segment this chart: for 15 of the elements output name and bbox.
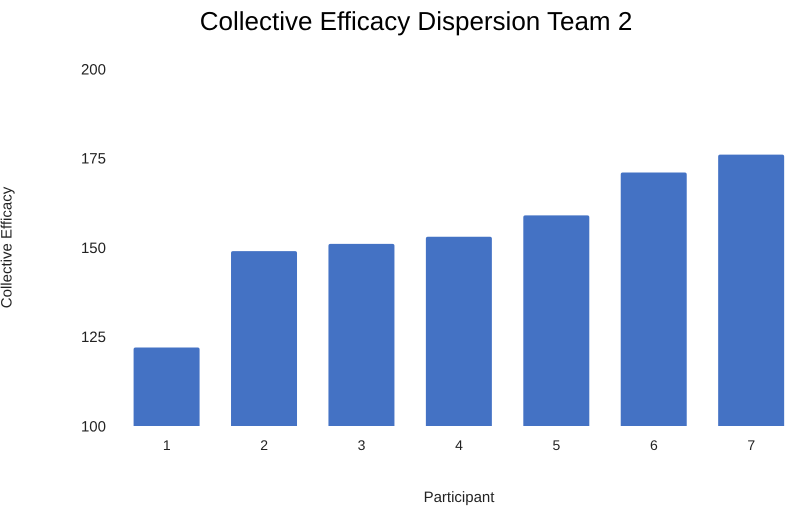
y-tick-label: 100 bbox=[80, 418, 106, 436]
x-tick-label: 4 bbox=[455, 436, 464, 453]
x-axis-title: Participant bbox=[424, 489, 496, 506]
y-axis-title: Collective Efficacy bbox=[0, 186, 16, 308]
chart-title: Collective Efficacy Dispersion Team 2 bbox=[198, 6, 634, 37]
x-tick-label: 5 bbox=[552, 436, 561, 453]
y-tick-label: 200 bbox=[80, 61, 106, 78]
x-tick-label: 3 bbox=[358, 436, 366, 453]
x-tick-label: 7 bbox=[747, 436, 756, 453]
x-tick-label: 1 bbox=[162, 436, 171, 453]
x-tick-label: 2 bbox=[260, 436, 268, 453]
y-tick-label: 175 bbox=[80, 150, 106, 168]
y-tick-label: 125 bbox=[80, 329, 106, 346]
y-tick-label: 150 bbox=[80, 240, 106, 257]
x-tick-label: 6 bbox=[650, 436, 658, 453]
